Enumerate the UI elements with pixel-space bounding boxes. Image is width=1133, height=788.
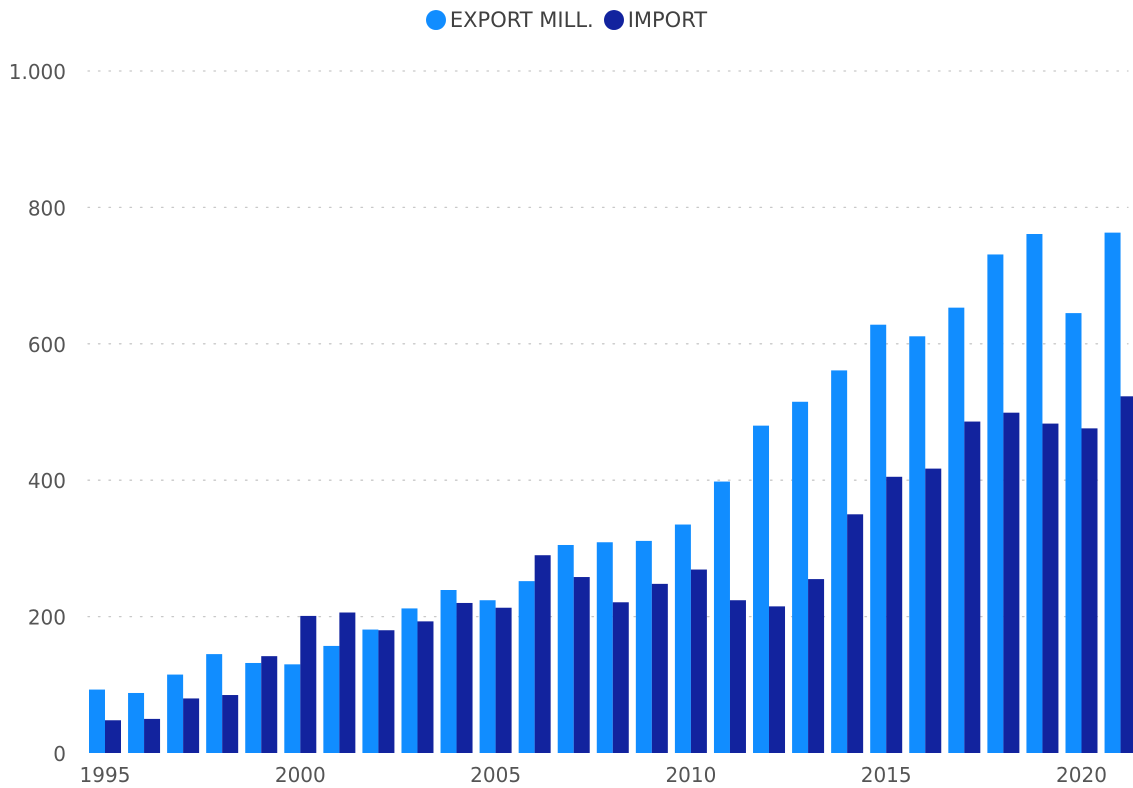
bar-import-1995[interactable] [105, 720, 121, 753]
bar-export-2014[interactable] [831, 370, 848, 753]
bar-export-2019[interactable] [1026, 234, 1043, 753]
x-tick-label: 2005 [470, 763, 521, 787]
bar-import-2001[interactable] [339, 612, 356, 753]
bar-export-2016[interactable] [909, 336, 926, 753]
x-tick-label: 2010 [665, 763, 716, 787]
bar-import-2018[interactable] [1003, 412, 1020, 753]
bar-export-2006[interactable] [518, 581, 535, 753]
bar-export-2021[interactable] [1104, 232, 1121, 753]
bar-export-2013[interactable] [792, 401, 809, 753]
bar-export-1995[interactable] [89, 689, 105, 753]
x-tick-label: 2020 [1056, 763, 1107, 787]
legend: EXPORT MILL. IMPORT [0, 8, 1133, 32]
bar-export-2010[interactable] [674, 524, 691, 753]
bar-import-1997[interactable] [183, 698, 200, 753]
y-tick-label: 0 [53, 742, 66, 766]
bar-import-2002[interactable] [378, 630, 395, 753]
bar-import-2000[interactable] [300, 615, 317, 753]
bar-export-1997[interactable] [167, 674, 184, 753]
bar-export-1996[interactable] [128, 692, 145, 753]
bar-import-2014[interactable] [847, 514, 864, 753]
legend-marker-export [425, 10, 446, 30]
bar-import-2005[interactable] [495, 607, 512, 753]
bar-import-2016[interactable] [925, 468, 942, 753]
bar-export-2008[interactable] [596, 542, 613, 753]
bar-export-2009[interactable] [635, 540, 652, 753]
bar-export-2004[interactable] [440, 590, 457, 753]
bar-import-2007[interactable] [573, 577, 590, 753]
bar-export-1998[interactable] [206, 654, 223, 753]
bar-import-2004[interactable] [456, 602, 473, 753]
y-tick-label: 600 [28, 333, 66, 357]
bar-import-2015[interactable] [886, 476, 903, 753]
bar-export-2011[interactable] [713, 481, 730, 753]
bar-export-2020[interactable] [1065, 313, 1082, 753]
bar-import-2019[interactable] [1042, 423, 1059, 753]
x-tick-label: 1995 [80, 763, 131, 787]
y-tick-label: 1.000 [9, 60, 66, 84]
bar-export-2001[interactable] [323, 645, 340, 753]
legend-item-export[interactable]: EXPORT MILL. [425, 8, 594, 32]
bar-import-2008[interactable] [612, 602, 629, 753]
x-axis-ticks: 1995 2000 2005 2010 2015 2020 [80, 763, 1107, 787]
bar-export-2005[interactable] [479, 600, 496, 753]
y-tick-label: 200 [28, 606, 66, 630]
bar-export-2015[interactable] [870, 324, 887, 753]
legend-label-import: IMPORT [627, 8, 708, 32]
bar-export-2003[interactable] [401, 608, 418, 753]
bar-import-2006[interactable] [534, 555, 551, 753]
bar-import-2003[interactable] [417, 621, 434, 753]
bar-import-2021[interactable] [1120, 396, 1133, 753]
bar-export-1999[interactable] [245, 662, 262, 753]
bar-export-2000[interactable] [284, 664, 301, 753]
bar-import-2010[interactable] [690, 569, 707, 753]
bar-import-2009[interactable] [651, 583, 668, 753]
bar-import-1996[interactable] [144, 718, 161, 753]
bar-import-2013[interactable] [808, 579, 825, 753]
y-tick-label: 400 [28, 469, 66, 493]
legend-item-import[interactable]: IMPORT [603, 8, 708, 32]
legend-marker-import [603, 10, 624, 30]
bar-import-1998[interactable] [222, 695, 239, 753]
bar-import-2017[interactable] [964, 421, 981, 753]
bar-export-2017[interactable] [948, 307, 965, 753]
bars [89, 232, 1133, 753]
bar-import-2020[interactable] [1081, 428, 1098, 753]
bar-import-2012[interactable] [769, 606, 786, 753]
x-tick-label: 2000 [275, 763, 326, 787]
y-axis-ticks: 0 200 400 600 800 1.000 [9, 60, 66, 766]
bar-import-1999[interactable] [261, 656, 278, 753]
bar-import-2011[interactable] [729, 600, 746, 753]
legend-label-export: EXPORT MILL. [449, 8, 594, 32]
y-tick-label: 800 [28, 196, 66, 220]
bar-export-2018[interactable] [987, 254, 1004, 753]
bar-export-2002[interactable] [362, 629, 379, 753]
bar-export-2007[interactable] [557, 544, 574, 753]
bar-export-2012[interactable] [753, 425, 770, 753]
x-tick-label: 2015 [861, 763, 912, 787]
